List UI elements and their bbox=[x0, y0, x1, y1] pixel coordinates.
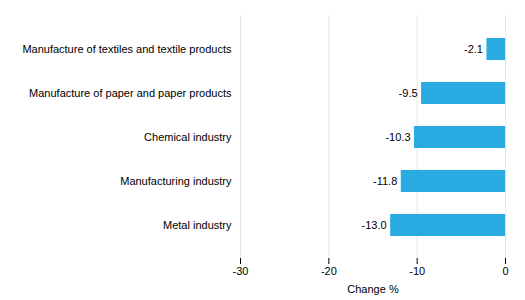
svg-text:-11.8: -11.8 bbox=[373, 175, 397, 187]
svg-text:-30: -30 bbox=[233, 265, 249, 277]
svg-text:Manufacture of paper and paper: Manufacture of paper and paper products bbox=[29, 87, 232, 99]
svg-text:-2.1: -2.1 bbox=[464, 43, 483, 55]
svg-text:Metal industry: Metal industry bbox=[163, 219, 232, 231]
svg-text:Change %: Change % bbox=[347, 283, 399, 295]
svg-text:0: 0 bbox=[502, 265, 508, 277]
svg-text:-10: -10 bbox=[409, 265, 425, 277]
svg-text:-9.5: -9.5 bbox=[399, 87, 418, 99]
svg-text:Manufacturing industry: Manufacturing industry bbox=[120, 175, 232, 187]
svg-text:Manufacture of textiles and te: Manufacture of textiles and textile prod… bbox=[22, 43, 232, 55]
svg-text:-10.3: -10.3 bbox=[385, 131, 410, 143]
svg-text:-13.0: -13.0 bbox=[362, 219, 387, 231]
svg-text:Chemical industry: Chemical industry bbox=[144, 131, 232, 143]
svg-text:-20: -20 bbox=[321, 265, 337, 277]
